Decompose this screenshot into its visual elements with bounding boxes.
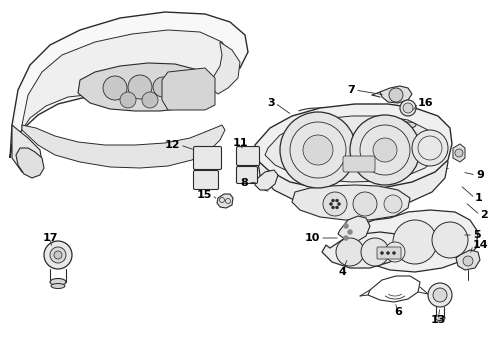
Text: 3: 3 xyxy=(267,98,274,108)
Polygon shape xyxy=(258,120,447,210)
Circle shape xyxy=(392,252,395,255)
Circle shape xyxy=(280,112,355,188)
Ellipse shape xyxy=(50,279,66,285)
Circle shape xyxy=(349,115,419,185)
Circle shape xyxy=(335,199,338,202)
Text: 2: 2 xyxy=(479,210,487,220)
Text: 4: 4 xyxy=(337,267,345,277)
Polygon shape xyxy=(452,144,464,162)
Circle shape xyxy=(399,100,415,116)
Text: 14: 14 xyxy=(472,240,488,250)
Circle shape xyxy=(347,230,352,234)
Ellipse shape xyxy=(51,284,65,288)
Circle shape xyxy=(427,283,451,307)
Circle shape xyxy=(454,149,462,157)
Text: 7: 7 xyxy=(346,85,354,95)
FancyBboxPatch shape xyxy=(193,171,218,189)
Text: 1: 1 xyxy=(474,193,482,203)
FancyBboxPatch shape xyxy=(376,247,400,259)
Circle shape xyxy=(402,103,412,113)
FancyBboxPatch shape xyxy=(236,166,257,184)
Text: 10: 10 xyxy=(304,233,319,243)
Circle shape xyxy=(50,247,66,263)
FancyBboxPatch shape xyxy=(193,147,221,170)
Polygon shape xyxy=(455,250,479,270)
Polygon shape xyxy=(254,104,451,190)
FancyBboxPatch shape xyxy=(342,156,374,172)
Circle shape xyxy=(103,76,127,100)
Circle shape xyxy=(303,135,332,165)
Circle shape xyxy=(120,92,136,108)
Text: 5: 5 xyxy=(472,230,480,240)
Polygon shape xyxy=(379,86,411,103)
Circle shape xyxy=(384,242,404,262)
Text: 12: 12 xyxy=(164,140,180,150)
Circle shape xyxy=(142,92,158,108)
Polygon shape xyxy=(217,194,232,208)
Circle shape xyxy=(44,241,72,269)
Circle shape xyxy=(383,195,401,213)
Circle shape xyxy=(343,235,348,240)
Text: 15: 15 xyxy=(196,190,212,200)
Polygon shape xyxy=(337,216,369,242)
Circle shape xyxy=(352,192,376,216)
Circle shape xyxy=(331,199,334,202)
Polygon shape xyxy=(264,116,437,182)
FancyBboxPatch shape xyxy=(236,147,259,166)
Circle shape xyxy=(323,192,346,216)
Polygon shape xyxy=(321,232,404,268)
Text: 11: 11 xyxy=(232,138,247,148)
Polygon shape xyxy=(351,210,477,272)
Text: 17: 17 xyxy=(42,233,58,243)
Text: 8: 8 xyxy=(240,178,247,188)
Circle shape xyxy=(372,138,396,162)
Text: 6: 6 xyxy=(393,307,401,317)
Text: 13: 13 xyxy=(429,315,445,325)
Polygon shape xyxy=(78,63,215,111)
Text: 16: 16 xyxy=(417,98,433,108)
Text: 9: 9 xyxy=(475,170,483,180)
Circle shape xyxy=(392,220,436,264)
Polygon shape xyxy=(22,125,224,168)
Circle shape xyxy=(153,77,173,97)
Circle shape xyxy=(431,222,467,258)
Circle shape xyxy=(335,238,363,266)
Circle shape xyxy=(343,224,348,229)
Circle shape xyxy=(386,252,389,255)
Circle shape xyxy=(462,256,472,266)
Polygon shape xyxy=(254,170,278,190)
Circle shape xyxy=(54,251,62,259)
Polygon shape xyxy=(291,185,409,220)
Polygon shape xyxy=(10,12,247,158)
Circle shape xyxy=(411,130,447,166)
Polygon shape xyxy=(12,125,42,175)
Polygon shape xyxy=(22,30,231,130)
Ellipse shape xyxy=(399,122,415,128)
Polygon shape xyxy=(16,148,44,178)
Circle shape xyxy=(329,202,332,206)
Circle shape xyxy=(360,238,388,266)
Circle shape xyxy=(128,75,152,99)
Circle shape xyxy=(335,206,338,209)
Polygon shape xyxy=(209,42,240,94)
Circle shape xyxy=(388,88,402,102)
Ellipse shape xyxy=(434,315,444,320)
Circle shape xyxy=(432,288,446,302)
Polygon shape xyxy=(162,68,215,110)
Circle shape xyxy=(331,206,334,209)
Circle shape xyxy=(337,202,340,206)
Circle shape xyxy=(380,252,383,255)
